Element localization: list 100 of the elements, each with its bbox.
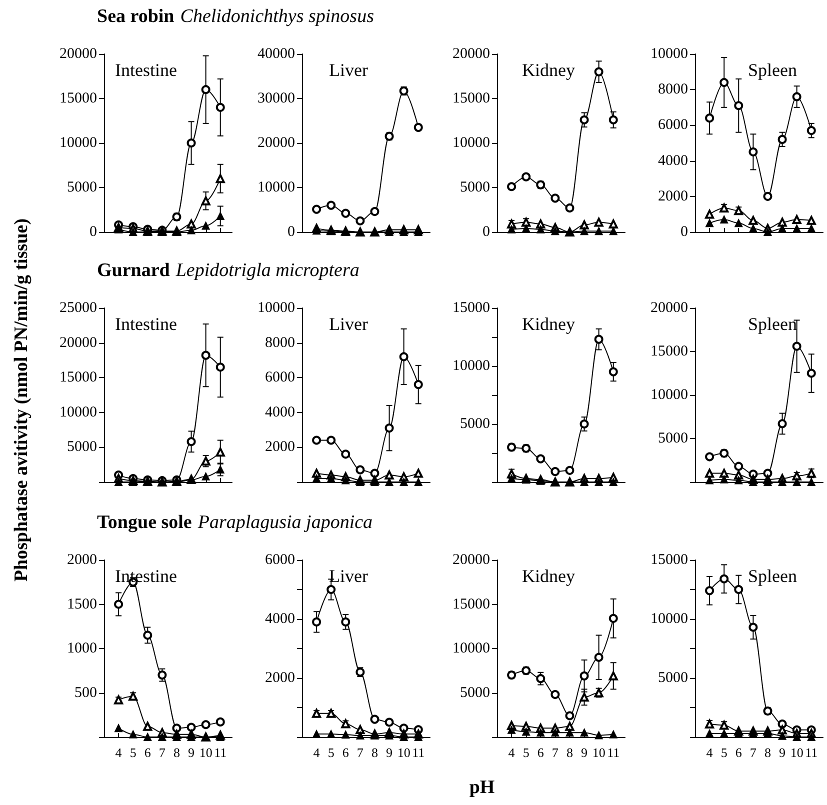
x-tick-label: 6 xyxy=(342,745,350,760)
y-tick-label: 6000 xyxy=(658,117,688,134)
x-tick-label: 5 xyxy=(522,745,530,760)
x-tick-label: 8 xyxy=(764,745,771,760)
y-tick-label: 0 xyxy=(482,224,490,240)
y-tick-label: 25000 xyxy=(60,300,97,316)
y-tick-label: 15000 xyxy=(452,300,490,316)
y-tick-label: 30000 xyxy=(258,90,295,106)
chart-title: Kidney xyxy=(522,60,575,80)
y-tick-label: 0 xyxy=(90,224,97,240)
text: Lepidotrigla microptera xyxy=(176,260,360,281)
chart-title: Intestine xyxy=(115,314,177,334)
text: Tongue sole xyxy=(97,512,192,533)
y-tick-label: 15000 xyxy=(60,370,97,386)
chart-title: Spleen xyxy=(748,60,797,80)
y-tick-label: 10000 xyxy=(650,611,688,627)
y-tick-label: 20000 xyxy=(60,46,97,62)
y-tick-label: 1000 xyxy=(67,640,97,656)
x-tick-label: 5 xyxy=(328,745,334,760)
y-tick-label: 5000 xyxy=(67,180,97,196)
y-tick-label: 2000 xyxy=(67,552,97,568)
x-tick-label: 4 xyxy=(313,745,320,760)
y-tick-label: 500 xyxy=(74,684,97,701)
x-tick-label: 8 xyxy=(566,745,573,760)
text: Sea robin xyxy=(97,6,174,27)
y-tick-label: 10000 xyxy=(650,387,688,403)
text: Gurnard xyxy=(97,260,170,281)
x-tick-label: 11 xyxy=(805,745,818,760)
y-tick-label: 8000 xyxy=(658,82,688,98)
x-tick-label: 6 xyxy=(537,745,544,760)
x-tick-label: 10 xyxy=(790,745,804,760)
x-tick-label: 4 xyxy=(706,745,714,760)
chart-title: Spleen xyxy=(748,314,797,334)
x-tick-label: 6 xyxy=(144,745,152,760)
y-tick-label: 6000 xyxy=(265,370,295,386)
x-tick-label: 11 xyxy=(214,745,227,760)
y-tick-label: 5000 xyxy=(658,430,688,446)
y-tick-label: 15000 xyxy=(60,90,97,106)
x-tick-label: 9 xyxy=(581,745,588,760)
y-tick-label: 20000 xyxy=(452,46,490,62)
x-tick-label: 11 xyxy=(607,745,620,760)
x-tick-label: 9 xyxy=(386,745,393,760)
chart-title: Liver xyxy=(329,566,368,586)
y-tick-label: 10000 xyxy=(452,135,490,151)
x-tick-label: 7 xyxy=(750,745,757,760)
chart-title: Intestine xyxy=(115,566,177,586)
y-tick-label: 20000 xyxy=(60,334,97,351)
chart-title: Liver xyxy=(329,314,368,334)
y-tick-label: 2000 xyxy=(265,670,295,686)
chart-title: Kidney xyxy=(522,566,575,586)
y-tick-label: 0 xyxy=(288,224,295,240)
y-tick-label: 10000 xyxy=(258,180,295,196)
chart-title: Spleen xyxy=(748,566,797,586)
y-tick-label: 20000 xyxy=(452,552,490,568)
x-tick-label: 10 xyxy=(199,745,212,760)
y-tick-label: 1500 xyxy=(67,596,97,612)
y-tick-label: 15000 xyxy=(650,344,688,360)
x-tick-label: 7 xyxy=(552,745,559,760)
x-tick-label: 4 xyxy=(508,745,516,760)
y-tick-label: 4000 xyxy=(658,152,688,169)
y-tick-label: 4000 xyxy=(265,404,295,420)
y-tick-label: 20000 xyxy=(650,300,688,316)
y-tick-label: 10000 xyxy=(650,46,688,62)
x-axis-title: pH xyxy=(469,777,495,799)
x-tick-label: 8 xyxy=(371,745,378,760)
y-tick-label: 10000 xyxy=(60,135,97,151)
chart-title: Liver xyxy=(329,60,368,80)
chart-title: Kidney xyxy=(522,314,575,334)
y-tick-label: 20000 xyxy=(258,135,295,151)
x-tick-label: 7 xyxy=(158,745,166,760)
y-tick-label: 5000 xyxy=(460,416,490,432)
x-tick-label: 7 xyxy=(356,745,364,760)
y-tick-label: 10000 xyxy=(452,640,490,656)
x-tick-label: 10 xyxy=(397,745,410,760)
y-tick-label: 6000 xyxy=(265,552,295,568)
x-tick-label: 9 xyxy=(188,745,195,760)
text: Paraplagusia japonica xyxy=(198,512,373,533)
y-tick-label: 5000 xyxy=(67,439,97,456)
text: Chelidonichthys spinosus xyxy=(180,6,374,27)
y-tick-label: 10000 xyxy=(258,300,295,316)
y-axis-title: Phosphatase avitivity (nmol PN/min/g tissue) xyxy=(11,218,33,582)
y-tick-label: 15000 xyxy=(452,596,490,612)
y-tick-label: 4000 xyxy=(265,611,295,627)
x-tick-label: 5 xyxy=(130,745,136,760)
y-tick-label: 2000 xyxy=(658,188,688,204)
y-tick-label: 40000 xyxy=(258,46,295,62)
x-tick-label: 5 xyxy=(720,745,728,760)
y-tick-label: 15000 xyxy=(452,90,490,106)
x-tick-label: 8 xyxy=(173,745,180,760)
y-tick-label: 5000 xyxy=(658,670,688,686)
chart-title: Intestine xyxy=(115,60,177,80)
y-tick-label: 5000 xyxy=(460,684,490,701)
x-tick-label: 9 xyxy=(779,745,786,760)
y-tick-label: 10000 xyxy=(60,404,97,420)
y-tick-label: 2000 xyxy=(265,439,295,456)
x-tick-label: 4 xyxy=(115,745,122,760)
y-tick-label: 15000 xyxy=(650,552,688,568)
y-tick-label: 5000 xyxy=(460,180,490,196)
x-tick-label: 10 xyxy=(592,745,606,760)
y-tick-label: 0 xyxy=(680,224,688,240)
